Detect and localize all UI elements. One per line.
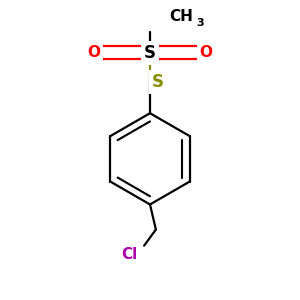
Text: 3: 3: [196, 17, 204, 28]
Text: CH: CH: [169, 8, 193, 23]
Text: Cl: Cl: [121, 247, 137, 262]
Text: O: O: [200, 45, 212, 60]
Text: O: O: [88, 45, 100, 60]
Text: S: S: [152, 73, 164, 91]
Text: S: S: [144, 44, 156, 62]
